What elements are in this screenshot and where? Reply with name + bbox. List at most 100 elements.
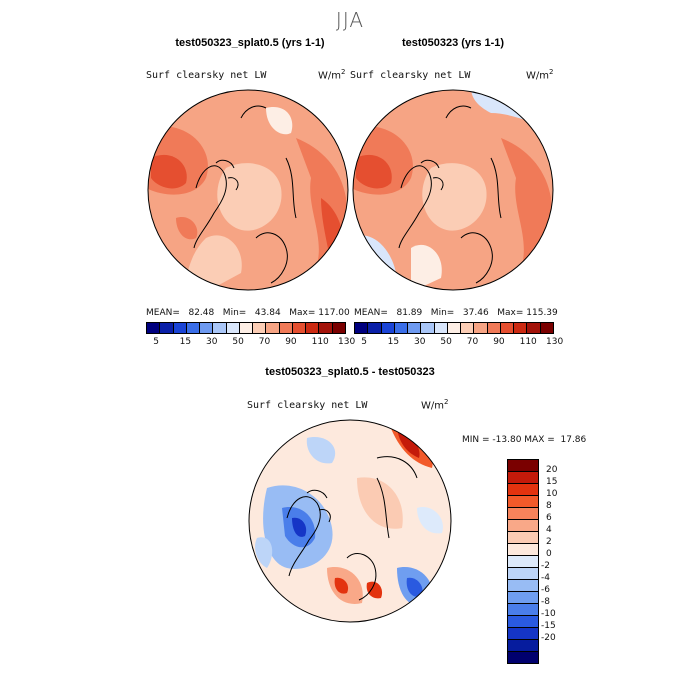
panel-1-title: test050323_splat0.5 (yrs 1-1) [175, 37, 325, 49]
panel-2-colorbar-ticks: 5 15 30 50 70 90 110 130 [354, 337, 563, 349]
diff-colorbar-swatch [508, 616, 538, 628]
panel-1-units: W/m2 [318, 68, 346, 82]
diff-colorbar-swatch [508, 544, 538, 556]
colorbar-swatch [447, 323, 462, 333]
colorbar-tick-label: 70 [258, 337, 271, 347]
colorbar-swatch [147, 323, 161, 333]
colorbar-tick-label: 110 [311, 337, 329, 347]
colorbar-swatch [332, 323, 345, 333]
diff-colorbar-tick-label: 0 [546, 549, 552, 559]
diff-colorbar-swatch [508, 640, 538, 652]
colorbar-swatch [461, 323, 475, 333]
colorbar-tick-label: 30 [206, 337, 218, 347]
colorbar-tick-label: 15 [179, 337, 192, 347]
colorbar-swatch [266, 323, 280, 333]
colorbar-swatch [540, 323, 553, 333]
colorbar-swatch [514, 323, 528, 333]
diff-colorbar-tick-label: 15 [546, 477, 558, 487]
panel-1-variable: Surf clearsky net LW [146, 70, 267, 81]
colorbar-tick-label: 90 [285, 337, 297, 347]
colorbar-swatch [474, 323, 488, 333]
diff-colorbar-tick-label: -8 [541, 597, 550, 607]
diff-colorbar-swatch [508, 556, 538, 568]
colorbar-swatch [292, 323, 307, 333]
colorbar-tick-label: 90 [493, 337, 505, 347]
diff-panel-stats: MIN = -13.80 MAX = 17.86 [462, 435, 587, 445]
panel-1-stats: MEAN= 82.48 Min= 43.84 Max= 117.00 [146, 308, 350, 318]
colorbar-swatch [408, 323, 422, 333]
diff-colorbar-swatch [508, 520, 538, 532]
colorbar-swatch [213, 323, 227, 333]
colorbar-swatch [186, 323, 201, 333]
diff-colorbar-swatch [508, 496, 538, 508]
diff-colorbar-tick-label: -20 [541, 633, 556, 643]
colorbar-swatch [173, 323, 187, 333]
colorbar-tick-label: 110 [519, 337, 537, 347]
diff-colorbar-swatch [508, 472, 538, 484]
diff-colorbar-swatch [508, 508, 538, 520]
colorbar-tick-label: 50 [232, 337, 244, 347]
colorbar-swatch [368, 323, 382, 333]
panel-1-colorbar [146, 322, 346, 334]
panel-2-units: W/m2 [526, 68, 554, 82]
diff-colorbar-ticks: 20 15 10 8 6 4 2 0 -2 -4 -6 -8 -10 -15 -20 [541, 459, 581, 643]
diff-colorbar-tick-label: 4 [546, 525, 552, 535]
colorbar-swatch [160, 323, 174, 333]
diff-colorbar-tick-label: -2 [541, 561, 550, 571]
panel-2-colorbar [354, 322, 554, 334]
diff-colorbar-tick-label: -6 [541, 585, 550, 595]
panel-2-stats: MEAN= 81.89 Min= 37.46 Max= 115.39 [354, 308, 558, 318]
colorbar-tick-label: 130 [546, 337, 564, 347]
colorbar-tick-label: 50 [440, 337, 452, 347]
colorbar-swatch [434, 323, 448, 333]
colorbar-swatch [355, 323, 369, 333]
diff-colorbar-tick-label: -15 [541, 621, 556, 631]
panel-1-polar-map [147, 89, 349, 291]
colorbar-swatch [500, 323, 515, 333]
colorbar-swatch [381, 323, 395, 333]
colorbar-tick-label: 30 [414, 337, 426, 347]
diff-colorbar-swatch [508, 652, 538, 663]
colorbar-tick-label: 70 [466, 337, 479, 347]
colorbar-swatch [306, 323, 320, 333]
colorbar-swatch [200, 323, 214, 333]
colorbar-tick-label: 5 [153, 337, 159, 347]
diff-colorbar-tick-label: 10 [546, 489, 558, 499]
diff-colorbar-swatch [508, 484, 538, 496]
panel-2-variable: Surf clearsky net LW [350, 70, 471, 81]
colorbar-tick-label: 15 [387, 337, 400, 347]
diff-colorbar-swatch [508, 604, 538, 616]
colorbar-swatch [253, 323, 267, 333]
diff-colorbar-swatch [508, 532, 538, 544]
diff-colorbar-swatch [508, 592, 538, 604]
colorbar-swatch [527, 323, 541, 333]
diff-colorbar-tick-label: 2 [546, 537, 552, 547]
diff-colorbar-tick-label: -10 [541, 609, 556, 619]
diff-colorbar-swatch [508, 460, 538, 472]
diff-colorbar-tick-label: 6 [546, 513, 552, 523]
season-title: JJA [335, 8, 365, 32]
diff-colorbar-swatch [508, 580, 538, 592]
diff-colorbar-swatch [508, 628, 538, 640]
colorbar-swatch [239, 323, 254, 333]
panel-2-title: test050323 (yrs 1-1) [401, 37, 505, 49]
panel-2-polar-map [352, 89, 554, 291]
colorbar-swatch [226, 323, 240, 333]
diff-colorbar-tick-label: -4 [541, 573, 550, 583]
colorbar-tick-label: 130 [338, 337, 356, 347]
colorbar-swatch [421, 323, 435, 333]
diff-colorbar-swatch [508, 568, 538, 580]
diff-polar-map [248, 419, 452, 623]
diff-colorbar-tick-label: 20 [546, 465, 558, 475]
diff-panel-units: W/m2 [421, 398, 449, 412]
colorbar-swatch [319, 323, 333, 333]
panel-1-colorbar-ticks: 5 15 30 50 70 90 110 130 [146, 337, 355, 349]
diff-colorbar [507, 459, 539, 664]
colorbar-tick-label: 5 [361, 337, 367, 347]
colorbar-swatch [487, 323, 501, 333]
colorbar-swatch [394, 323, 409, 333]
colorbar-swatch [279, 323, 293, 333]
diff-colorbar-tick-label: 8 [546, 501, 552, 511]
diff-panel-variable: Surf clearsky net LW [247, 400, 368, 411]
diff-panel-title: test050323_splat0.5 - test050323 [265, 366, 435, 378]
